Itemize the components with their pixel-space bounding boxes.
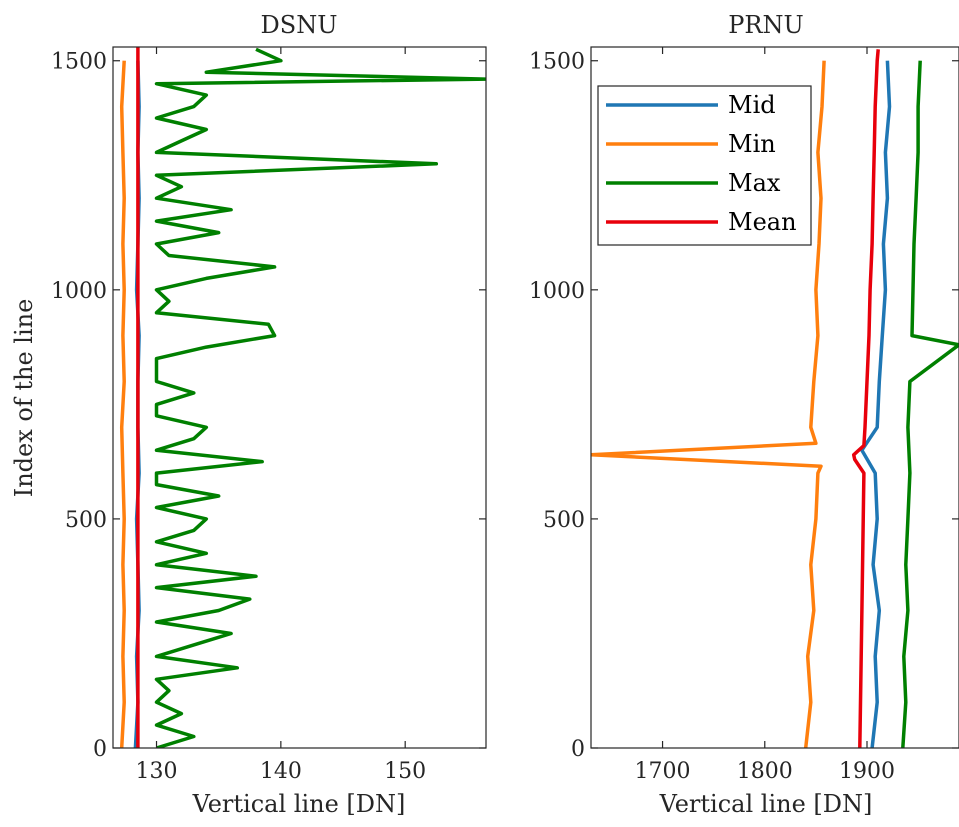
prnu-x-axis-label: Vertical line [DN]	[659, 790, 873, 818]
prnu-y-tick-label: 1500	[529, 50, 585, 75]
prnu-series-max	[901, 60, 959, 748]
prnu-series-mid	[860, 60, 892, 748]
prnu-y-tick-label: 500	[543, 508, 585, 533]
prnu-axes-frame	[590, 46, 959, 749]
prnu-y-tick-label: 0	[571, 737, 585, 762]
legend: Mid Min Max Mean	[597, 85, 812, 246]
dsnu-y-tick-label: 0	[93, 737, 107, 762]
legend-label-mean: Mean	[728, 208, 797, 236]
dsnu-axes-frame	[112, 46, 487, 749]
dsnu-y-tick-label: 1000	[51, 279, 107, 304]
prnu-series-group	[591, 49, 959, 748]
dsnu-y-axis-label: Index of the line	[10, 299, 38, 498]
dsnu-x-tick-label: 150	[384, 759, 426, 784]
dsnu-series-max	[154, 47, 486, 748]
dsnu-x-tick-label: 130	[136, 759, 178, 784]
prnu-title: PRNU	[728, 11, 803, 39]
legend-entry-mid: Mid	[606, 91, 776, 119]
dsnu-series-min	[119, 60, 126, 748]
prnu-series-mean	[851, 49, 880, 748]
legend-entry-min: Min	[606, 130, 776, 158]
legend-label-min: Min	[728, 130, 776, 158]
dsnu-title: DSNU	[261, 11, 338, 39]
dsnu-y-tick-label: 1500	[51, 50, 107, 75]
legend-entry-mean: Mean	[606, 208, 797, 236]
dsnu-x-axis-label: Vertical line [DN]	[192, 790, 406, 818]
dsnu-series-group	[119, 47, 486, 748]
legend-entry-max: Max	[606, 169, 781, 197]
prnu-x-tick-label: 1900	[839, 759, 895, 784]
prnu-x-tick-label: 1700	[635, 759, 691, 784]
legend-box	[597, 85, 812, 246]
legend-label-max: Max	[728, 169, 781, 197]
prnu-series-min	[591, 60, 826, 748]
prnu-x-tick-label: 1800	[737, 759, 793, 784]
legend-label-mid: Mid	[728, 91, 776, 119]
prnu-y-tick-label: 1000	[529, 279, 585, 304]
dsnu-x-tick-label: 140	[260, 759, 302, 784]
dsnu-y-tick-label: 500	[65, 508, 107, 533]
